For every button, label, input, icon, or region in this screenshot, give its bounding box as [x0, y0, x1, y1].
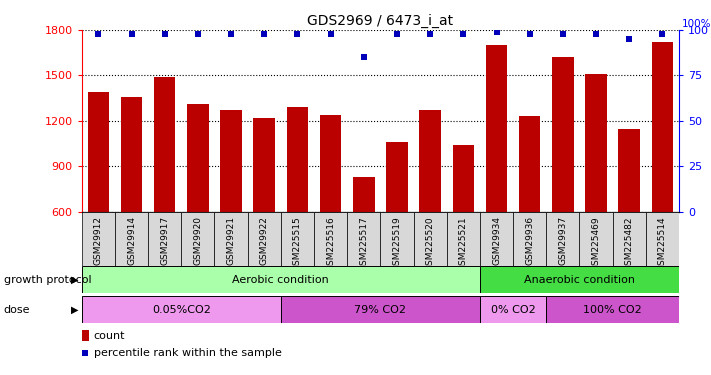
Text: GSM29914: GSM29914 [127, 216, 136, 265]
Bar [82, 330, 90, 341]
Text: Aerobic condition: Aerobic condition [232, 275, 329, 285]
Bar [281, 296, 480, 323]
Text: GSM225520: GSM225520 [426, 216, 434, 271]
Text: 79% CO2: 79% CO2 [354, 305, 407, 315]
Bar [480, 266, 679, 293]
Title: GDS2969 / 6473_i_at: GDS2969 / 6473_i_at [307, 13, 454, 28]
Bar [480, 212, 513, 266]
Point [259, 31, 270, 37]
Bar [82, 266, 480, 293]
Text: GSM225482: GSM225482 [625, 216, 634, 271]
Bar [154, 77, 176, 212]
Bar [480, 296, 546, 323]
Point [391, 31, 402, 37]
Bar [486, 45, 508, 212]
Text: ▶: ▶ [70, 275, 78, 285]
Bar [513, 212, 546, 266]
Bar [148, 212, 181, 266]
Text: growth protocol: growth protocol [4, 275, 91, 285]
Text: GSM225521: GSM225521 [459, 216, 468, 271]
Text: GSM225519: GSM225519 [392, 216, 402, 271]
Bar [87, 92, 109, 212]
Bar [579, 212, 613, 266]
Text: GSM225469: GSM225469 [592, 216, 601, 271]
Bar [380, 212, 414, 266]
Text: GSM29922: GSM29922 [260, 216, 269, 265]
Point [458, 31, 469, 37]
Bar [220, 110, 242, 212]
Text: GSM29936: GSM29936 [525, 216, 534, 266]
Point [358, 54, 370, 60]
Bar [347, 212, 380, 266]
Bar [115, 212, 148, 266]
Point [557, 31, 569, 37]
Text: 0% CO2: 0% CO2 [491, 305, 535, 315]
Point [192, 31, 203, 37]
Point [159, 31, 171, 37]
Bar [287, 107, 309, 212]
Bar [82, 296, 281, 323]
Text: GSM225515: GSM225515 [293, 216, 302, 271]
Bar [281, 212, 314, 266]
Point [225, 31, 237, 37]
Point [424, 31, 436, 37]
Point [657, 31, 668, 37]
Bar [585, 74, 607, 212]
Bar [314, 212, 347, 266]
Bar [386, 142, 408, 212]
Text: GSM29937: GSM29937 [558, 216, 567, 266]
Bar [121, 97, 142, 212]
Point [126, 31, 137, 37]
Text: GSM29934: GSM29934 [492, 216, 501, 265]
Bar [552, 57, 574, 212]
Bar [619, 129, 640, 212]
Point [624, 36, 635, 42]
Point [524, 31, 535, 37]
Point [80, 350, 91, 355]
Bar [546, 296, 679, 323]
Text: count: count [94, 331, 125, 341]
Point [325, 31, 336, 37]
Bar [546, 212, 579, 266]
Text: dose: dose [4, 305, 30, 315]
Point [292, 31, 303, 37]
Text: percentile rank within the sample: percentile rank within the sample [94, 348, 282, 358]
Bar [253, 118, 275, 212]
Text: 100%: 100% [682, 19, 711, 29]
Point [92, 31, 104, 37]
Bar [447, 212, 480, 266]
Bar [247, 212, 281, 266]
Bar [613, 212, 646, 266]
Bar [453, 145, 474, 212]
Text: GSM29912: GSM29912 [94, 216, 103, 265]
Text: GSM29920: GSM29920 [193, 216, 203, 265]
Point [590, 31, 602, 37]
Bar [419, 110, 441, 212]
Bar [82, 212, 115, 266]
Text: GSM225517: GSM225517 [359, 216, 368, 271]
Text: GSM225516: GSM225516 [326, 216, 335, 271]
Text: GSM29917: GSM29917 [160, 216, 169, 266]
Bar [215, 212, 247, 266]
Bar [414, 212, 447, 266]
Bar [181, 212, 215, 266]
Text: ▶: ▶ [70, 305, 78, 315]
Bar [187, 104, 209, 212]
Text: GSM29921: GSM29921 [227, 216, 235, 265]
Bar [646, 212, 679, 266]
Bar [320, 115, 341, 212]
Text: 0.05%CO2: 0.05%CO2 [152, 305, 210, 315]
Text: 100% CO2: 100% CO2 [583, 305, 642, 315]
Bar [519, 116, 540, 212]
Bar [652, 42, 673, 212]
Bar [353, 177, 375, 212]
Point [491, 29, 502, 35]
Text: GSM225514: GSM225514 [658, 216, 667, 271]
Text: Anaerobic condition: Anaerobic condition [524, 275, 635, 285]
